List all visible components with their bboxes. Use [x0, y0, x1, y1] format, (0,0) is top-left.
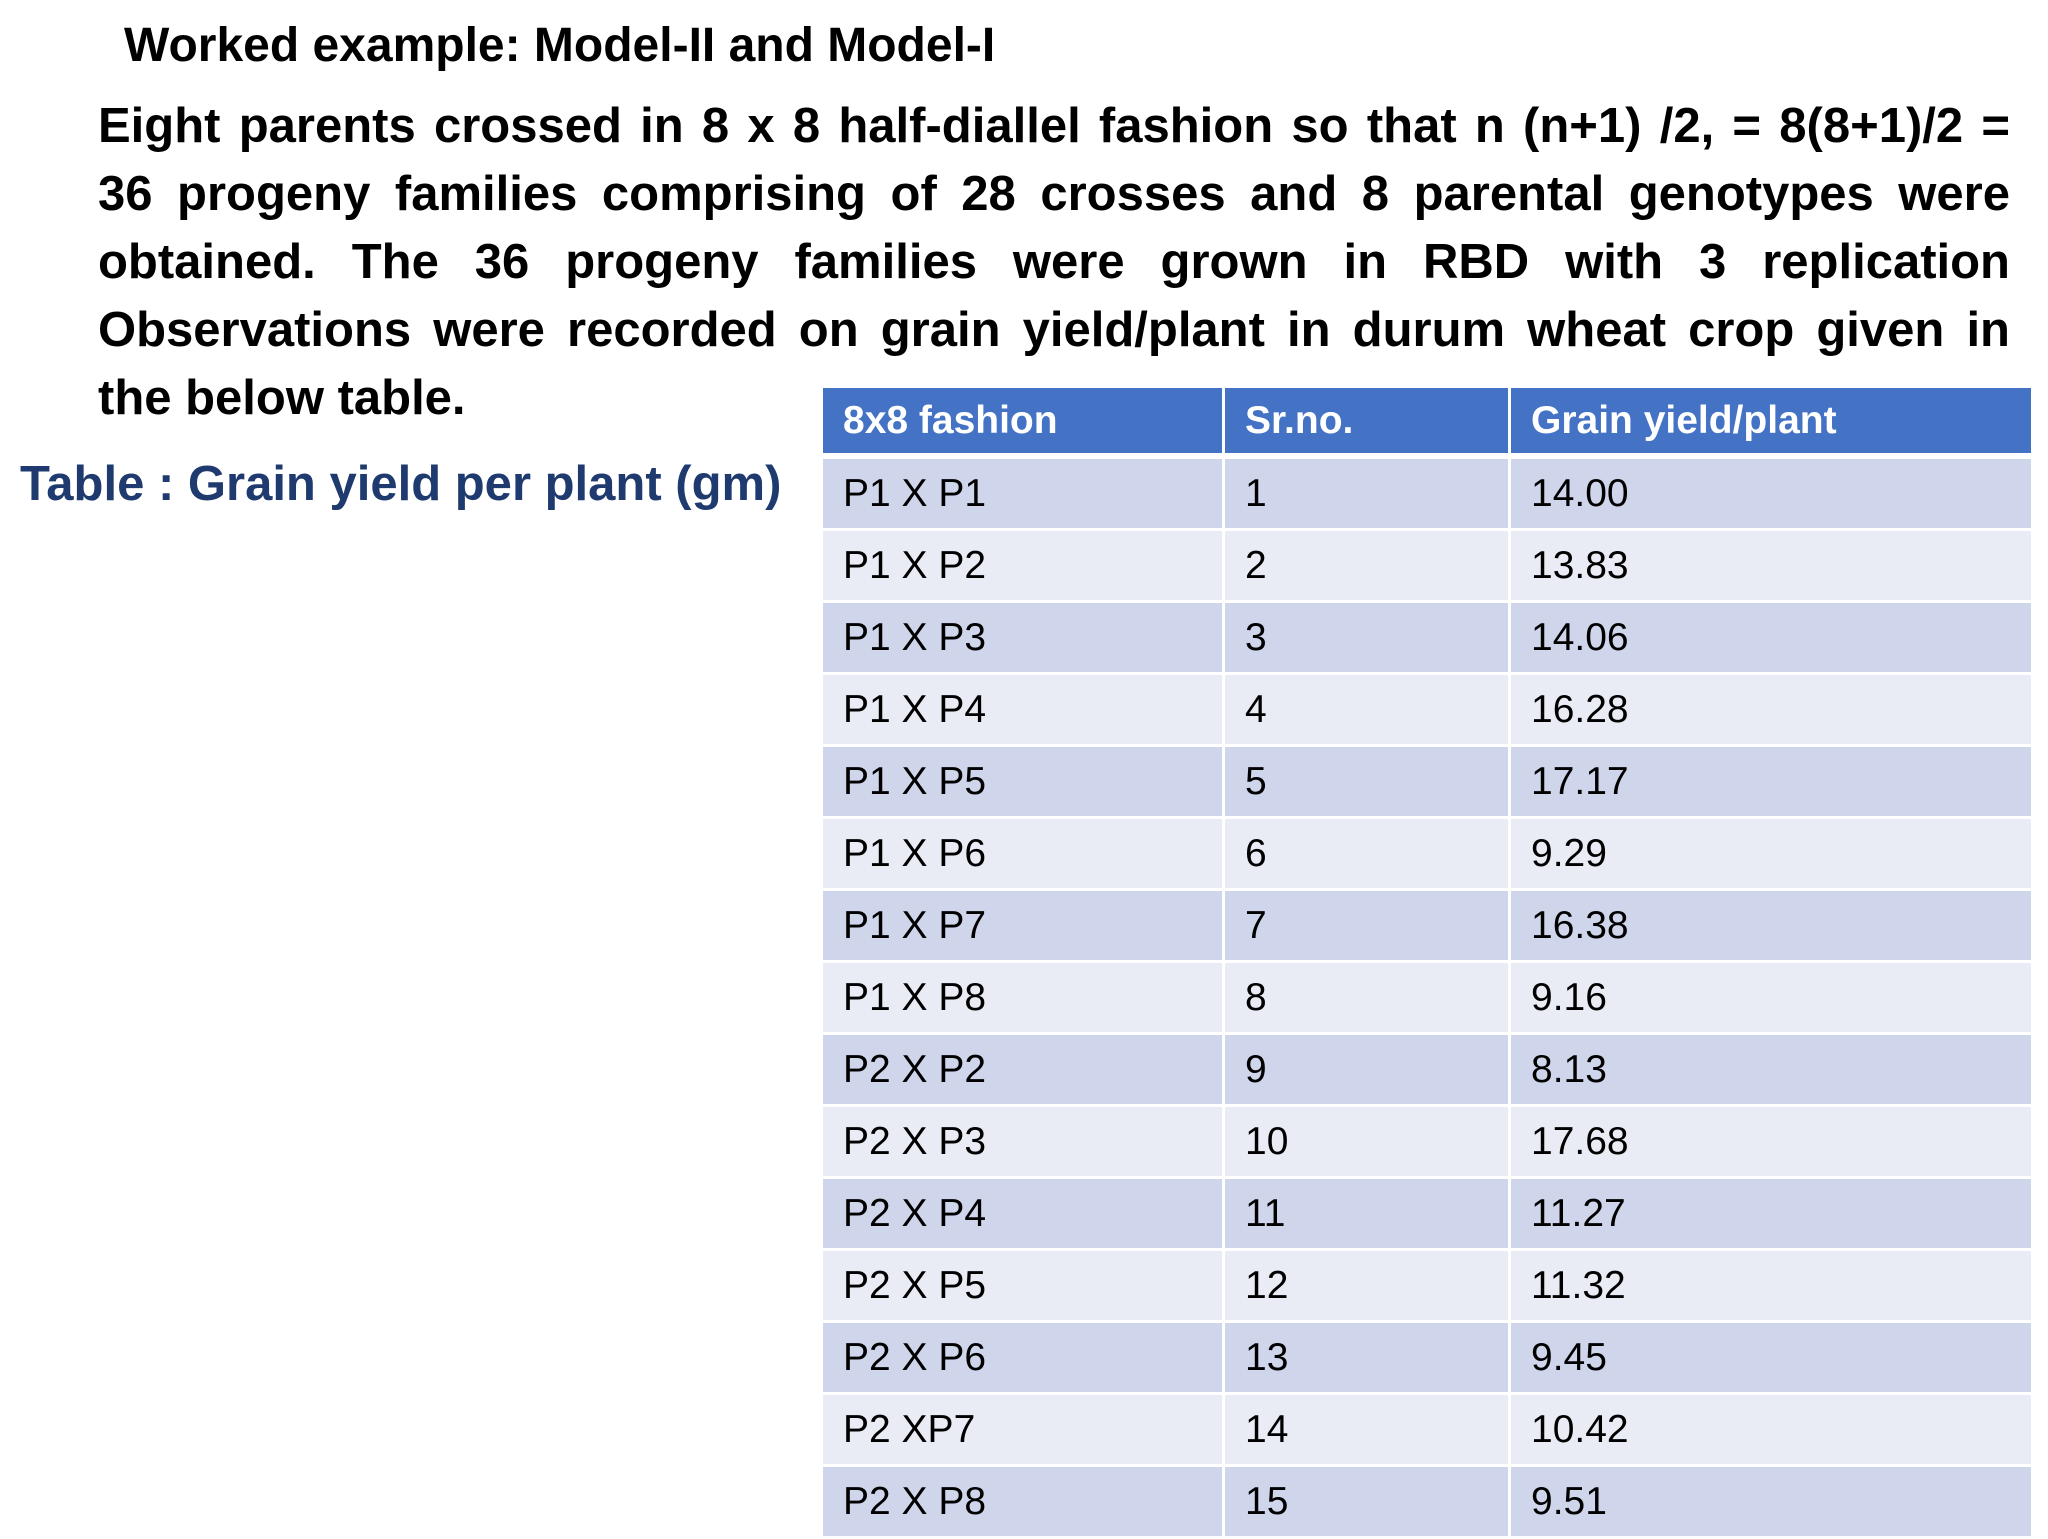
- cell-srno: 5: [1225, 747, 1511, 819]
- cell-cross: P1 X P2: [823, 531, 1225, 603]
- cell-yield: 16.28: [1511, 675, 2031, 747]
- intro-line: 36 progeny families comprising of 28 cro…: [98, 167, 2010, 221]
- cell-cross: P1 X P1: [823, 459, 1225, 531]
- cell-cross: P2 X P6: [823, 1323, 1225, 1395]
- table-row: P2 XP7 14 10.42: [823, 1395, 2031, 1467]
- cell-srno: 8: [1225, 963, 1511, 1035]
- cell-srno: 9: [1225, 1035, 1511, 1107]
- cell-yield: 11.32: [1511, 1251, 2031, 1323]
- table-row: P2 X P6 13 9.45: [823, 1323, 2031, 1395]
- cell-yield: 10.42: [1511, 1395, 2031, 1467]
- table-row: P1 X P2 2 13.83: [823, 531, 2031, 603]
- grain-yield-table: 8x8 fashion Sr.no. Grain yield/plant P1 …: [823, 388, 2031, 1539]
- cell-cross: P1 X P7: [823, 891, 1225, 963]
- table-row: P2 X P2 9 8.13: [823, 1035, 2031, 1107]
- table-row: P1 X P5 5 17.17: [823, 747, 2031, 819]
- intro-line: Observations were recorded on grain yiel…: [98, 303, 2010, 357]
- table-row: P2 X P8 15 9.51: [823, 1467, 2031, 1539]
- cell-cross: P1 X P6: [823, 819, 1225, 891]
- header-srno: Sr.no.: [1225, 388, 1511, 459]
- cell-srno: 11: [1225, 1179, 1511, 1251]
- slide-heading: Worked example: Model-II and Model-I: [124, 19, 996, 72]
- cell-yield: 9.45: [1511, 1323, 2031, 1395]
- cell-srno: 15: [1225, 1467, 1511, 1539]
- cell-yield: 9.51: [1511, 1467, 2031, 1539]
- cell-yield: 14.00: [1511, 459, 2031, 531]
- cell-yield: 16.38: [1511, 891, 2031, 963]
- cell-srno: 1: [1225, 459, 1511, 531]
- cell-yield: 8.13: [1511, 1035, 2031, 1107]
- table-header-row: 8x8 fashion Sr.no. Grain yield/plant: [823, 388, 2031, 459]
- cell-srno: 4: [1225, 675, 1511, 747]
- cell-srno: 10: [1225, 1107, 1511, 1179]
- table-row: P1 X P6 6 9.29: [823, 819, 2031, 891]
- table-row: P1 X P4 4 16.28: [823, 675, 2031, 747]
- intro-paragraph: Eight parents crossed in 8 x 8 half-dial…: [98, 92, 2010, 432]
- cell-yield: 17.17: [1511, 747, 2031, 819]
- cell-srno: 7: [1225, 891, 1511, 963]
- table-row: P1 X P7 7 16.38: [823, 891, 2031, 963]
- cell-srno: 14: [1225, 1395, 1511, 1467]
- cell-cross: P1 X P3: [823, 603, 1225, 675]
- cell-yield: 11.27: [1511, 1179, 2031, 1251]
- table-row: P1 X P1 1 14.00: [823, 459, 2031, 531]
- cell-yield: 9.29: [1511, 819, 2031, 891]
- cell-yield: 17.68: [1511, 1107, 2031, 1179]
- cell-cross: P1 X P5: [823, 747, 1225, 819]
- cell-srno: 12: [1225, 1251, 1511, 1323]
- cell-cross: P2 X P2: [823, 1035, 1225, 1107]
- cell-cross: P1 X P8: [823, 963, 1225, 1035]
- header-cross: 8x8 fashion: [823, 388, 1225, 459]
- cell-cross: P2 XP7: [823, 1395, 1225, 1467]
- table-row: P1 X P3 3 14.06: [823, 603, 2031, 675]
- intro-line: Eight parents crossed in 8 x 8 half-dial…: [98, 99, 2010, 153]
- table-caption: Table : Grain yield per plant (gm): [20, 457, 782, 511]
- cell-cross: P2 X P5: [823, 1251, 1225, 1323]
- cell-cross: P2 X P8: [823, 1467, 1225, 1539]
- header-yield: Grain yield/plant: [1511, 388, 2031, 459]
- cell-yield: 14.06: [1511, 603, 2031, 675]
- table-row: P2 X P3 10 17.68: [823, 1107, 2031, 1179]
- intro-line: the below table.: [98, 371, 466, 425]
- cell-srno: 6: [1225, 819, 1511, 891]
- intro-line: obtained. The 36 progeny families were g…: [98, 235, 2010, 289]
- cell-yield: 9.16: [1511, 963, 2031, 1035]
- cell-srno: 2: [1225, 531, 1511, 603]
- table-row: P2 X P5 12 11.32: [823, 1251, 2031, 1323]
- cell-srno: 13: [1225, 1323, 1511, 1395]
- table-row: P1 X P8 8 9.16: [823, 963, 2031, 1035]
- cell-yield: 13.83: [1511, 531, 2031, 603]
- cell-cross: P1 X P4: [823, 675, 1225, 747]
- cell-srno: 3: [1225, 603, 1511, 675]
- cell-cross: P2 X P4: [823, 1179, 1225, 1251]
- cell-cross: P2 X P3: [823, 1107, 1225, 1179]
- table-row: P2 X P4 11 11.27: [823, 1179, 2031, 1251]
